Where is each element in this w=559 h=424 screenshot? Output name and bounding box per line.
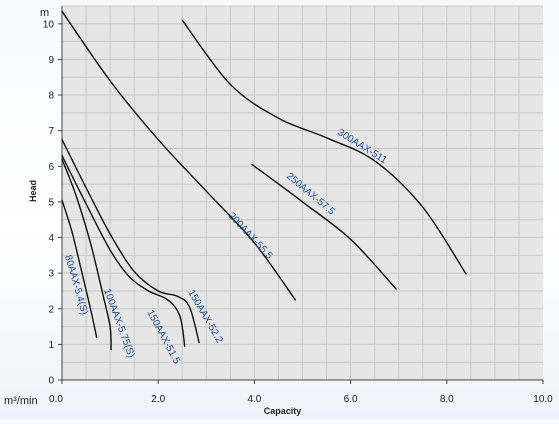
y-tick-label: 7 xyxy=(48,126,54,137)
y-tick-label: 4 xyxy=(48,233,54,244)
y-tick-label: 8 xyxy=(48,91,54,102)
y-tick-label: 0 xyxy=(48,376,54,387)
x-tick-label: 2.0 xyxy=(151,394,165,405)
y-axis-unit: m xyxy=(40,7,49,19)
y-tick-label: 1 xyxy=(48,340,54,351)
curves xyxy=(61,10,467,351)
curve-200aax-55-5 xyxy=(61,10,296,301)
x-tick-label: 4.0 xyxy=(247,394,261,405)
y-tick-label: 9 xyxy=(48,55,54,66)
x-tick-label: 0.0 xyxy=(49,394,63,405)
y-tick-label: 6 xyxy=(48,162,54,173)
y-tick-label: 5 xyxy=(48,197,54,208)
curve-100aax-5-75-s- xyxy=(61,158,112,351)
x-axis-unit: m³/min xyxy=(4,395,38,407)
y-tick-label: 10 xyxy=(43,19,55,30)
curve-80aax-5-4-s- xyxy=(61,199,98,338)
curve-300aax-511 xyxy=(181,19,467,275)
x-tick-label: 6.0 xyxy=(344,394,358,405)
grid xyxy=(62,5,543,380)
x-tick-label: 10.0 xyxy=(533,394,553,405)
curve-150aax-51-5 xyxy=(61,154,186,347)
curve-150aax-52-2 xyxy=(61,138,200,344)
x-tick-label: 8.0 xyxy=(440,394,454,405)
y-axis-title: Head xyxy=(28,180,38,202)
x-axis-title: Capacity xyxy=(264,406,302,416)
axes: 0 1 2 3 4 5 6 7 8 9 10 0.0 2.0 4.0 6.0 8.0 10.0 xyxy=(43,6,553,405)
y-tick-label: 2 xyxy=(48,304,54,315)
curve-250aax-57-5 xyxy=(251,163,397,290)
y-tick-label: 3 xyxy=(48,269,54,280)
